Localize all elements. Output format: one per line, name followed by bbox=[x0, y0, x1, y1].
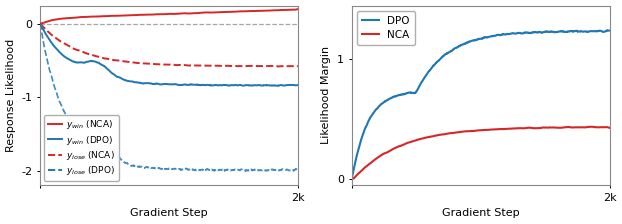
NCA bbox=[598, 126, 606, 129]
DPO bbox=[598, 30, 606, 33]
Y-axis label: Likelihood Margin: Likelihood Margin bbox=[322, 46, 332, 144]
Line: NCA: NCA bbox=[351, 127, 610, 179]
NCA bbox=[361, 166, 368, 169]
NCA bbox=[466, 130, 474, 132]
NCA bbox=[588, 125, 595, 128]
Line: DPO: DPO bbox=[351, 30, 610, 179]
DPO bbox=[466, 40, 474, 43]
NCA bbox=[348, 178, 355, 181]
DPO bbox=[551, 31, 559, 33]
X-axis label: Gradient Step: Gradient Step bbox=[130, 209, 208, 218]
DPO bbox=[606, 29, 613, 32]
NCA bbox=[473, 129, 481, 132]
DPO bbox=[473, 38, 481, 41]
DPO bbox=[348, 178, 355, 181]
NCA bbox=[551, 126, 559, 129]
Legend: DPO, NCA: DPO, NCA bbox=[357, 11, 415, 45]
DPO bbox=[603, 29, 610, 32]
DPO bbox=[598, 30, 606, 33]
NCA bbox=[606, 127, 613, 129]
Y-axis label: Response Likelihood: Response Likelihood bbox=[6, 39, 16, 152]
DPO bbox=[361, 128, 368, 131]
Legend: $y_{win}$ (NCA), $y_{win}$ (DPO), $y_{lose}$ (NCA), $y_{lose}$ (DPO): $y_{win}$ (NCA), $y_{win}$ (DPO), $y_{lo… bbox=[44, 115, 119, 181]
X-axis label: Gradient Step: Gradient Step bbox=[442, 209, 519, 218]
NCA bbox=[598, 126, 606, 129]
